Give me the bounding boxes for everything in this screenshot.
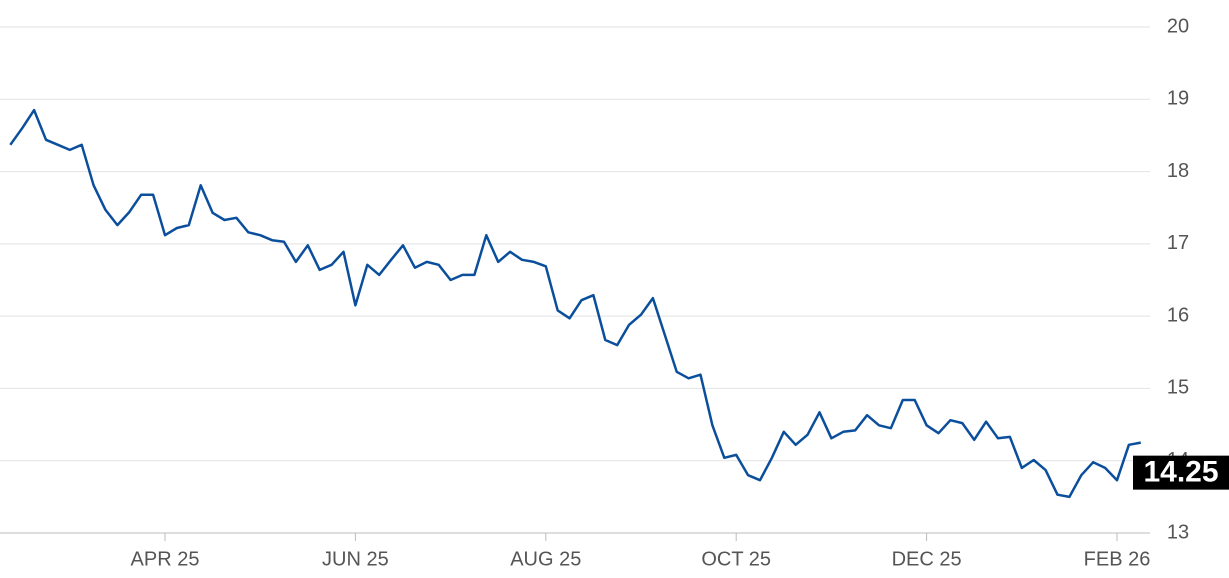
x-tick-label: AUG 25: [510, 548, 581, 570]
y-tick-label: 19: [1167, 88, 1189, 110]
last-value-box: [1133, 455, 1229, 490]
x-tick-label: OCT 25: [701, 548, 771, 570]
x-tick-label: APR 25: [131, 548, 200, 570]
x-tick-label: FEB 26: [1084, 548, 1151, 570]
y-tick-label: 17: [1167, 232, 1189, 254]
y-tick-label: 15: [1167, 377, 1189, 399]
y-tick-label: 18: [1167, 160, 1189, 182]
last-value-label: 14.25: [1143, 456, 1218, 489]
x-tick-label: JUN 25: [322, 548, 389, 570]
x-tick-label: DEC 25: [892, 548, 962, 570]
y-tick-label: 13: [1167, 521, 1189, 543]
line: [9, 108, 1142, 499]
y-tick-label: 16: [1167, 304, 1189, 326]
y-tick-label: 20: [1167, 15, 1189, 37]
